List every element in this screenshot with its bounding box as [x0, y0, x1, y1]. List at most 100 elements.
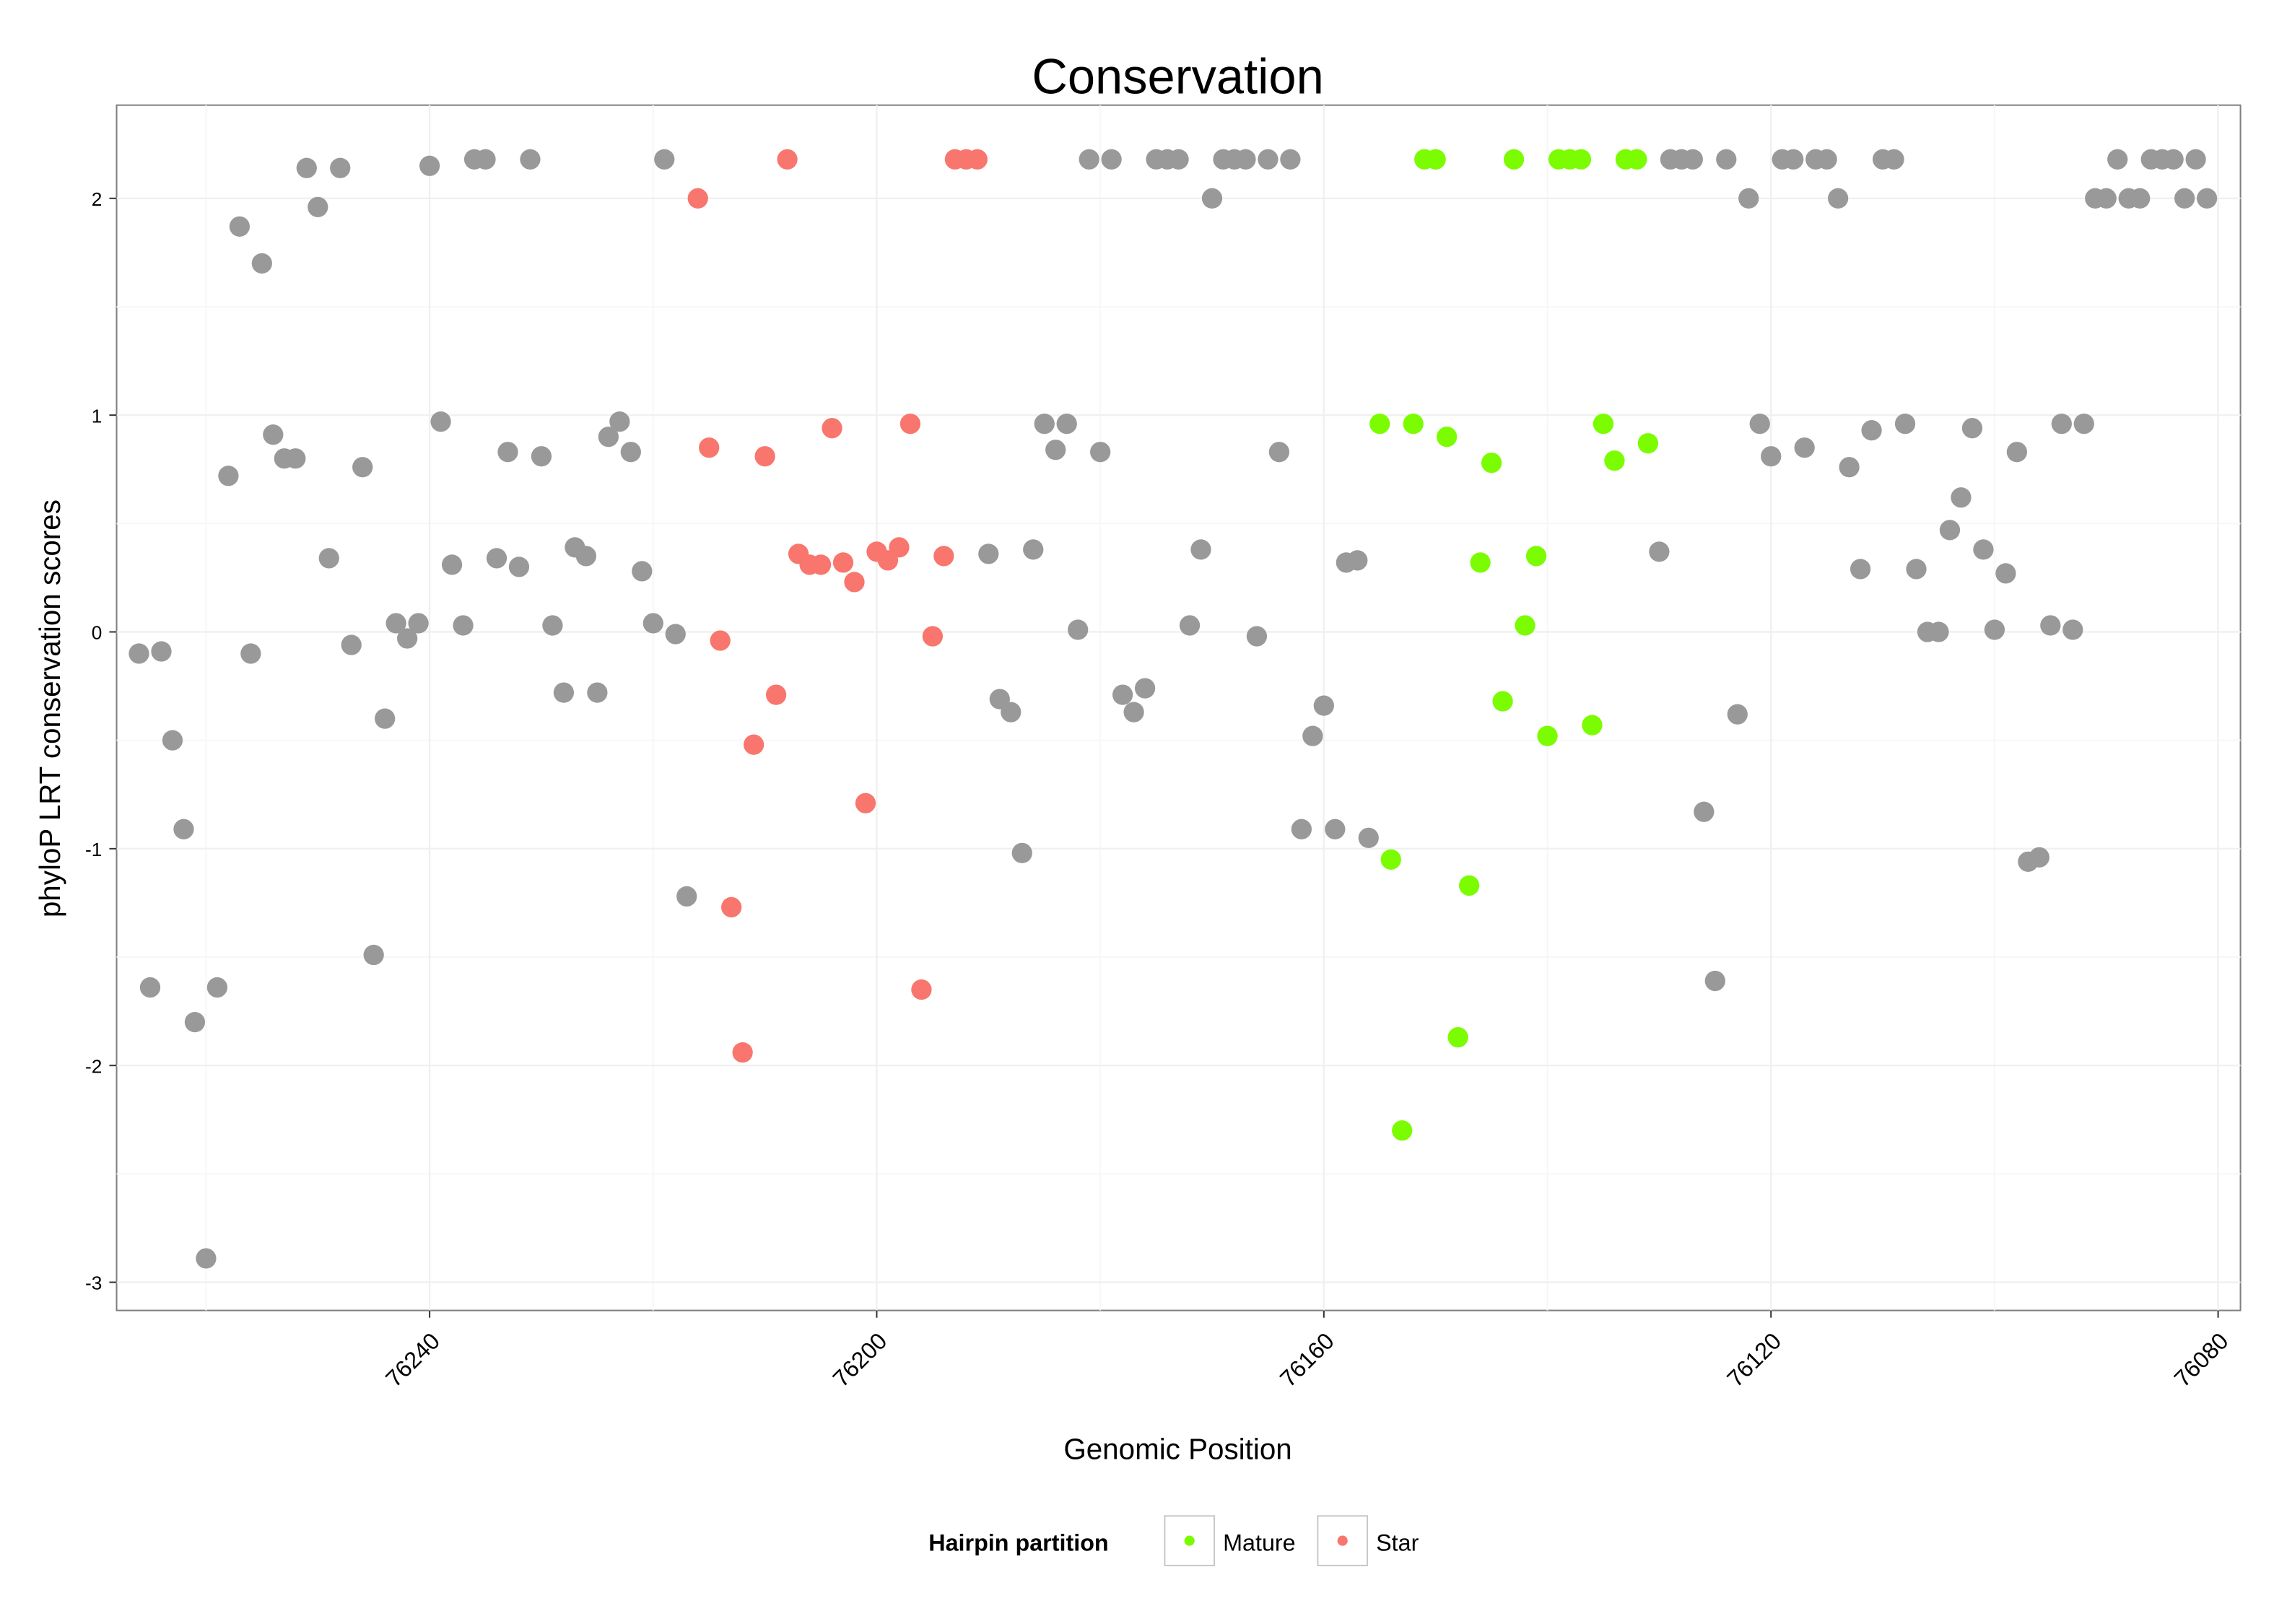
data-point-other [665, 624, 686, 645]
data-point-other [229, 216, 251, 237]
data-point-other [1961, 418, 1983, 439]
y-tick-label: 0 [92, 622, 103, 644]
data-point-other [1839, 457, 1860, 478]
data-point-other [330, 157, 351, 178]
data-point-other [128, 643, 149, 664]
data-point-other [385, 613, 406, 634]
data-point-star [754, 446, 775, 467]
data-point-other [1011, 842, 1032, 863]
data-point-mature [1582, 715, 1603, 735]
data-point-other [486, 548, 507, 569]
data-point-other [173, 818, 194, 839]
data-point-other [1816, 149, 1837, 170]
data-point-other [1749, 414, 1770, 435]
data-point-other [1939, 520, 1961, 541]
data-point-other [1190, 539, 1211, 560]
data-point-star [710, 630, 731, 651]
data-point-other [1951, 487, 1972, 508]
data-point-mature [1593, 414, 1614, 435]
y-tick-label: 1 [92, 405, 103, 427]
x-axis-label: Genomic Position [1063, 1433, 1291, 1466]
data-point-other [475, 149, 496, 170]
data-point-other [1738, 188, 1759, 209]
data-point-other [2051, 414, 2072, 435]
data-point-other [676, 886, 697, 907]
data-point-other [654, 149, 675, 170]
data-point-other [1090, 442, 1111, 463]
y-tick-label: 2 [92, 188, 103, 210]
data-point-other [285, 448, 306, 469]
data-point-mature [1570, 149, 1592, 170]
data-point-other [1861, 420, 1882, 441]
data-point-star [822, 418, 842, 439]
data-point-other [162, 730, 183, 751]
x-tick-label: 76080 [2169, 1327, 2234, 1392]
data-point-mature [1369, 414, 1390, 435]
series-mature [1369, 149, 1659, 1141]
data-point-other [1101, 149, 1122, 170]
data-point-other [2185, 149, 2206, 170]
data-point-other [2096, 188, 2117, 209]
data-point-star [911, 979, 932, 1000]
data-point-other [497, 442, 518, 463]
data-point-other [1682, 149, 1703, 170]
data-point-other [151, 641, 172, 662]
data-point-other [632, 561, 653, 582]
data-point-other [1023, 539, 1044, 560]
data-point-other [1079, 149, 1099, 170]
data-point-mature [1447, 1027, 1468, 1048]
data-point-other [1056, 414, 1077, 435]
data-point-mature [1470, 552, 1491, 573]
data-point-other [2196, 188, 2218, 209]
data-point-other [1179, 615, 1201, 636]
data-point-mature [1604, 450, 1625, 471]
x-tick-label: 76160 [1275, 1327, 1339, 1392]
data-point-other [1704, 970, 1725, 992]
data-point-other [1973, 539, 1994, 560]
data-point-mature [1380, 849, 1401, 870]
data-point-other [352, 457, 373, 478]
data-point-other [1716, 149, 1737, 170]
data-point-other [978, 543, 999, 564]
series-star [687, 149, 988, 1063]
data-point-other [1235, 149, 1256, 170]
data-point-other [1694, 801, 1715, 822]
data-point-other [1123, 702, 1144, 722]
y-axis-label: phyloP LRT conservation scores [33, 499, 66, 917]
data-point-star [922, 626, 944, 647]
data-point-other [2073, 414, 2094, 435]
x-tick-label: 76120 [1722, 1327, 1786, 1392]
data-point-other [1649, 541, 1670, 562]
data-point-star [744, 734, 764, 755]
data-point-mature [1525, 546, 1547, 567]
data-point-mature [1515, 615, 1535, 636]
x-tick-label: 76200 [828, 1327, 892, 1392]
legend-marker-mature [1184, 1535, 1195, 1546]
data-point-other [1313, 695, 1334, 716]
data-point-other [1168, 149, 1189, 170]
data-point-other [1358, 827, 1379, 848]
data-point-other [542, 615, 563, 636]
data-point-other [2040, 615, 2061, 636]
data-point-other [1045, 440, 1066, 460]
data-point-other [430, 411, 451, 432]
data-point-star [899, 414, 921, 435]
data-point-other [419, 155, 440, 176]
data-point-mature [1437, 427, 1458, 448]
data-point-star [810, 554, 832, 575]
data-point-other [1794, 437, 1815, 458]
data-point-other [553, 682, 575, 703]
data-point-other [2062, 619, 2083, 640]
data-point-other [240, 643, 261, 664]
data-point-other [318, 548, 339, 569]
data-point-other [363, 944, 384, 966]
series-other [128, 149, 2218, 1269]
y-tick-label: -1 [85, 839, 102, 860]
data-point-star [765, 684, 787, 705]
data-point-other [1783, 149, 1804, 170]
data-point-other [441, 554, 463, 575]
data-point-other [408, 613, 429, 634]
chart-title: Conservation [1032, 49, 1323, 105]
data-point-other [341, 634, 362, 655]
data-point-star [687, 188, 708, 209]
